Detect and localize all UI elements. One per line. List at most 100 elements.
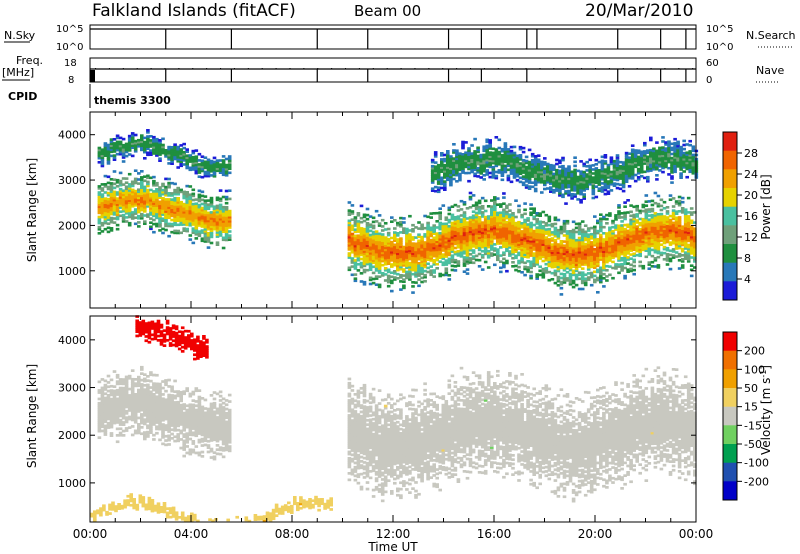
scatter-cell [589,232,594,236]
scatter-cell [446,156,450,159]
scatter-cell [197,199,202,203]
scatter-cell [350,244,355,248]
scatter-cell [438,256,442,259]
scatter-cell [452,165,456,169]
scatter-cell [449,171,453,175]
scatter-cell [443,159,447,163]
scatter-cell [565,258,570,262]
scatter-cell [662,227,667,230]
scatter-cell [565,222,570,225]
scatter-cell [583,253,588,256]
scatter-cell [558,192,562,195]
scatter-cell [503,142,508,145]
scatter-cell [218,215,223,219]
scatter-cell [353,250,358,254]
scatter-cell [224,195,229,199]
scatter-cell [417,243,421,247]
scatter-cell [212,217,217,221]
scatter-cell [502,251,506,254]
scatter-cell [517,229,521,232]
scatter-cell [121,143,126,147]
scatter-cell [127,183,132,186]
scatter-cell [689,252,694,255]
scatter-cell [535,240,539,244]
scatter-cell [620,242,624,246]
scatter-cell [393,255,397,259]
scatter-cell [561,187,565,190]
scatter-cell [518,166,523,169]
scatter-cell [371,281,376,285]
scatter-cell [393,231,397,234]
scatter-cell [503,156,508,160]
scatter-cell [224,210,229,213]
scatter-cell [689,274,694,278]
scatter-cell [143,185,147,189]
scatter-cell [520,250,524,254]
scatter-cell [600,173,605,177]
scatter-cell [97,148,102,152]
scatter-cell [497,161,502,164]
scatter-cell [377,238,382,242]
scatter-cell [486,251,491,255]
scatter-cell [188,199,193,203]
scatter-cell [488,147,492,150]
scatter-cell [556,267,561,271]
scatter-cell [453,234,458,237]
scatter-cell [552,188,556,192]
scatter-cell [365,256,370,260]
scatter-cell [432,259,436,262]
scatter-cell [362,270,367,274]
scatter-cell [683,218,688,222]
scatter-cell [571,220,576,224]
scatter-cell [456,229,461,233]
scatter-cell [505,210,509,214]
scatter-cell [486,225,491,228]
scatter-cell [523,202,527,205]
scatter-cell [653,214,658,217]
scatter-cell [161,192,165,196]
scatter-cell [611,234,615,237]
scatter-cell [206,232,211,235]
scatter-cell [655,149,659,153]
scatter-cell [209,215,214,218]
scatter-cell [155,216,159,220]
scatter-cell [152,214,156,218]
scatter-cell [396,258,400,262]
scatter-cell [155,212,159,216]
scatter-cell [496,254,500,257]
scatter-cell [471,216,476,220]
scatter-cell [602,260,606,264]
scatter-cell [603,184,608,188]
scatter-cell [544,250,549,254]
scatter-cell [100,148,105,151]
scatter-cell [599,244,603,247]
scatter-cell [629,214,633,218]
scatter-cell [133,191,138,195]
scatter-cell [562,244,567,247]
scatter-cell [564,179,568,183]
scatter-cell [689,264,694,267]
scatter-cell [462,245,467,249]
scatter-cell [636,171,641,175]
scatter-cell [143,150,147,154]
scatter-cell [146,143,150,146]
scatter-cell [456,205,461,208]
scatter-cell [462,239,467,243]
scatter-cell [209,227,214,230]
scatter-cell [491,172,496,175]
scatter-cell [468,230,473,234]
scatter-cell [465,272,470,275]
scatter-cell [221,230,226,233]
scatter-cell [553,234,558,238]
scatter-cell [580,246,585,250]
scatter-cell [386,250,391,253]
scatter-cell [503,144,508,147]
scatter-cell [167,204,171,207]
scatter-cell [523,253,527,256]
scatter-cell [529,207,533,210]
scatter-cell [523,245,527,248]
scatter-cell [356,212,361,215]
scatter-cell [221,159,226,162]
scatter-cell [218,167,223,170]
scatter-cell [137,198,141,202]
